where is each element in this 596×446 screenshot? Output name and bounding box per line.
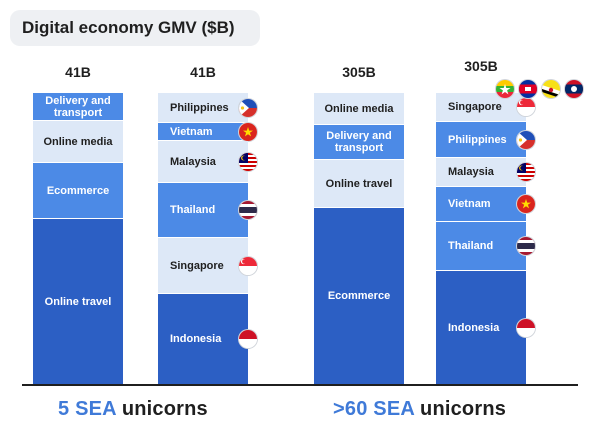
vietnam-flag-icon [517, 195, 535, 213]
bar-segment: Malaysia [436, 158, 535, 187]
bar-segment: Ecommerce [33, 163, 123, 219]
segment-label: Malaysia [448, 166, 494, 178]
segment-label: Philippines [448, 133, 507, 146]
group-label-after: >60 SEA unicorns [333, 398, 506, 421]
bar-segment: Singapore [158, 238, 257, 294]
segment-label: Online travel [44, 295, 112, 308]
segment-label: Thailand [448, 240, 494, 252]
segment-label: Philippines [170, 101, 229, 114]
philippines-flag-icon [239, 98, 257, 117]
segment-label: Thailand [170, 204, 216, 216]
malaysia-flag-icon [239, 152, 257, 171]
bar-segment: Vietnam [158, 122, 257, 141]
cambodia-flag-icon [519, 80, 537, 98]
group-label-before: 5 SEA unicorns [58, 398, 208, 421]
bar-segment: Singapore [436, 93, 535, 122]
malaysia-flag-icon [517, 163, 535, 181]
segment-label: Ecommerce [46, 184, 110, 197]
segment-label: Online media [43, 135, 113, 148]
indonesia-flag-icon [239, 330, 257, 348]
segment-label: Malaysia [170, 155, 216, 168]
segment-label: Delivery and transport [326, 130, 392, 154]
segment-label: Online media [324, 102, 394, 115]
bar-segment: Philippines [436, 122, 535, 158]
group-label-count: >60 SEA [333, 398, 415, 420]
thailand-flag-icon [517, 237, 535, 255]
bar-segment: Delivery and transport [314, 125, 404, 160]
bar-segment: Vietnam [436, 187, 535, 222]
segment-label: Indonesia [170, 333, 222, 345]
bar-segment: Ecommerce [314, 208, 404, 384]
thailand-flag-icon [239, 201, 257, 219]
singapore-flag-icon [517, 98, 535, 116]
brunei-flag-icon [542, 80, 560, 98]
segment-label: Vietnam [448, 198, 491, 210]
bar-segment: Online travel [33, 219, 123, 384]
myanmar-flag-icon [496, 80, 514, 98]
laos-flag-icon [565, 80, 583, 98]
bar-segment: Malaysia [158, 141, 257, 183]
group-label-text: unicorns [116, 398, 208, 420]
bar-total-label: 305B [464, 58, 498, 74]
segment-label: Vietnam [170, 125, 213, 138]
group-label-count: 5 SEA [58, 398, 117, 420]
segment-label: Delivery and transport [45, 94, 111, 119]
segment-label: Indonesia [448, 321, 500, 334]
bar-segment: Online travel [314, 160, 404, 208]
other-country-flags [496, 80, 592, 98]
bar-total-label: 305B [342, 64, 376, 80]
bar-segment: Indonesia [158, 294, 257, 384]
segment-label: Singapore [448, 101, 502, 113]
indonesia-flag-icon [517, 318, 535, 337]
bar-segment: Indonesia [436, 271, 535, 384]
bar-total-label: 41B [65, 64, 91, 80]
philippines-flag-icon [517, 130, 535, 149]
bar-segment: Thailand [158, 183, 257, 238]
segment-label: Singapore [170, 259, 224, 272]
bar-segment: Online media [33, 121, 123, 163]
segment-label: Online travel [325, 177, 393, 190]
bar-segment: Online media [314, 93, 404, 125]
bar-segment: Thailand [436, 222, 535, 271]
singapore-flag-icon [239, 256, 257, 275]
bar-segment: Philippines [158, 93, 257, 123]
bar-total-label: 41B [190, 64, 216, 80]
chart-title: Digital economy GMV ($B) [10, 10, 260, 46]
group-label-text: unicorns [414, 398, 507, 420]
segment-label: Ecommerce [327, 290, 391, 302]
bar-segment: Delivery and transport [33, 93, 123, 121]
vietnam-flag-icon [239, 122, 257, 141]
chart-baseline [22, 384, 578, 386]
